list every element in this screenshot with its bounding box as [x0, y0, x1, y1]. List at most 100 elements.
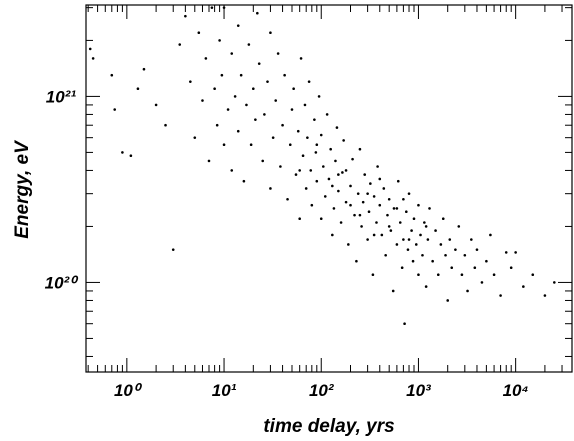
point: [509, 266, 513, 270]
point: [331, 233, 334, 237]
point: [171, 248, 175, 251]
point: [428, 207, 431, 210]
point: [439, 243, 443, 246]
point: [371, 273, 375, 277]
point: [286, 197, 289, 201]
point: [349, 184, 352, 188]
point: [366, 238, 369, 241]
point: [319, 217, 323, 221]
point: [222, 143, 226, 147]
point: [142, 67, 146, 71]
point: [319, 133, 323, 137]
x-tick-label: 10³: [406, 381, 432, 400]
point: [303, 103, 307, 107]
point: [337, 189, 340, 193]
point: [310, 203, 314, 207]
point: [358, 213, 362, 217]
point: [417, 273, 420, 277]
point: [360, 225, 363, 228]
point: [189, 80, 192, 83]
point: [204, 57, 208, 60]
point: [266, 80, 269, 83]
point: [367, 210, 371, 214]
point: [499, 294, 502, 297]
point: [387, 225, 391, 228]
y-axis-label: Energy, eV: [12, 140, 33, 239]
point: [332, 207, 336, 210]
point: [344, 200, 348, 204]
point: [226, 108, 230, 111]
point: [288, 143, 292, 147]
point: [254, 118, 257, 121]
point: [263, 113, 266, 116]
point: [269, 187, 272, 190]
point: [423, 221, 426, 224]
point: [283, 73, 286, 77]
point: [335, 126, 339, 129]
point: [242, 179, 246, 183]
point: [230, 169, 234, 172]
point: [378, 177, 382, 181]
point: [325, 113, 329, 116]
point: [355, 259, 358, 263]
point: [274, 99, 278, 102]
point: [323, 195, 327, 198]
point: [448, 238, 452, 241]
point: [514, 251, 517, 254]
point: [301, 154, 305, 158]
point: [410, 229, 413, 232]
point: [239, 73, 243, 77]
point: [382, 187, 386, 190]
point: [460, 273, 464, 277]
point: [215, 123, 219, 127]
point: [454, 248, 457, 251]
point: [434, 229, 437, 232]
point: [207, 159, 211, 163]
point: [298, 217, 301, 221]
point: [347, 243, 350, 246]
x-tick-label: 10²: [309, 381, 335, 400]
point: [450, 266, 454, 270]
point: [245, 103, 248, 107]
point: [417, 203, 420, 207]
point: [358, 147, 362, 151]
point: [419, 233, 422, 237]
point: [386, 213, 389, 217]
point: [197, 31, 201, 35]
point: [384, 253, 387, 257]
point: [261, 159, 265, 163]
point: [446, 299, 450, 302]
point: [342, 139, 345, 142]
point: [322, 165, 325, 168]
point: [380, 233, 384, 237]
point: [184, 14, 187, 18]
point: [426, 238, 430, 241]
point: [339, 221, 343, 224]
point: [193, 136, 197, 139]
point: [436, 273, 440, 277]
point: [376, 165, 379, 168]
point: [337, 173, 340, 176]
point: [457, 225, 461, 228]
point: [257, 62, 261, 65]
point: [424, 285, 428, 288]
point: [249, 143, 253, 147]
plot-frame: [85, 4, 573, 373]
point: [398, 221, 402, 224]
point: [306, 136, 309, 139]
point: [400, 266, 404, 270]
x-tick-label: 10⁰: [114, 381, 143, 400]
point: [405, 210, 408, 214]
point: [492, 273, 496, 277]
point: [299, 57, 303, 60]
point: [466, 289, 469, 293]
point: [329, 147, 332, 151]
point: [402, 197, 405, 201]
point: [531, 273, 535, 277]
point: [441, 217, 445, 221]
point: [406, 248, 410, 251]
point: [473, 266, 477, 270]
point: [375, 221, 378, 224]
point: [543, 294, 547, 297]
point: [522, 285, 525, 288]
